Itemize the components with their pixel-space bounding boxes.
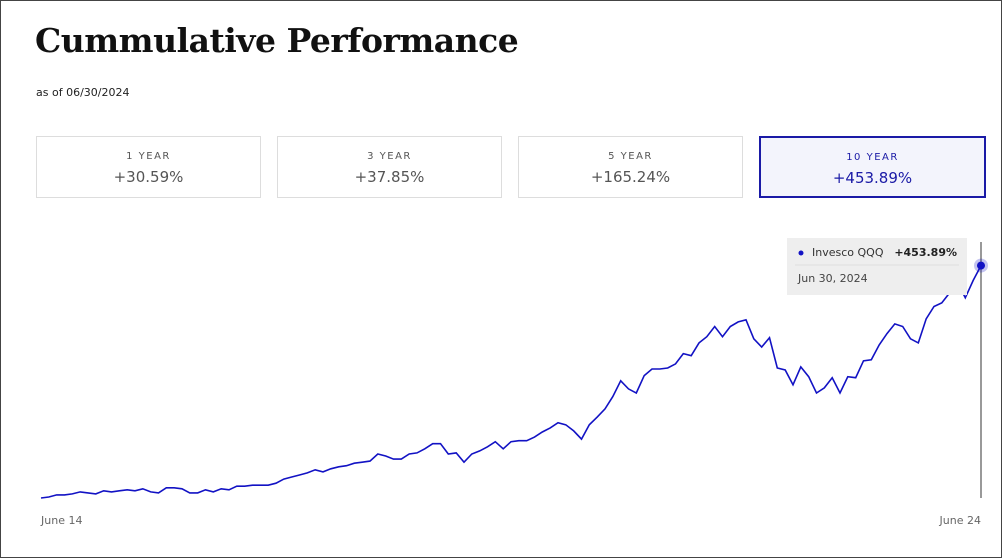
tab-value: +30.59%: [113, 168, 184, 186]
tooltip-dot: [798, 250, 804, 256]
tab-value: +37.85%: [354, 168, 425, 186]
period-tab[interactable]: 1 YEAR +30.59%: [36, 136, 261, 198]
x-tick-label: June 24: [939, 514, 981, 527]
tab-value: +453.89%: [832, 169, 913, 187]
tab-period: 3 YEAR: [367, 151, 412, 162]
tooltip: [787, 238, 967, 295]
tooltip-value: +453.89%: [894, 246, 957, 259]
page-title: Cummulative Performance: [35, 21, 519, 60]
tab-period: 10 YEAR: [846, 152, 899, 163]
hover-point: [977, 261, 985, 270]
subtitle: as of 06/30/2024: [36, 86, 130, 99]
tooltip-date: Jun 30, 2024: [797, 272, 868, 285]
period-tab[interactable]: 10 YEAR +453.89%: [759, 136, 986, 198]
period-tab[interactable]: 3 YEAR +37.85%: [277, 136, 502, 198]
tab-period: 5 YEAR: [608, 151, 653, 162]
line-series: [40, 265, 982, 499]
period-tab[interactable]: 5 YEAR +165.24%: [518, 136, 743, 198]
tab-value: +165.24%: [590, 168, 671, 186]
tooltip-series: Invesco QQQ: [812, 246, 884, 259]
x-tick-label: June 14: [40, 514, 82, 527]
tab-period: 1 YEAR: [126, 151, 171, 162]
